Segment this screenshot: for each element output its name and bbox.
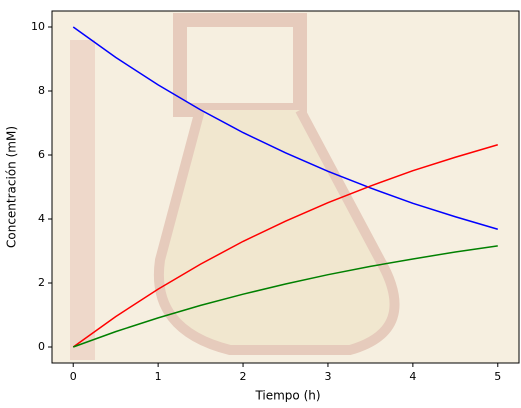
x-tick-label: 3 [324,370,331,383]
y-tick-label: 8 [38,84,45,97]
x-tick-label: 4 [409,370,416,383]
y-tick-label: 10 [31,20,45,33]
page: {"chart_data": {"type": "line", "xlabel"… [0,0,521,408]
x-axis-title: Tiempo (h) [254,389,320,403]
x-tick-label: 2 [240,370,247,383]
chart: Tiempo (h) Concentración (mM) 0 1 2 3 4 5 0 2 4 6… [0,0,521,408]
y-tick-label: 2 [38,276,45,289]
y-tick-label: 0 [38,340,45,353]
y-axis-title: Concentración (mM) [5,126,19,248]
x-tick-label: 1 [155,370,162,383]
x-tick-label: 0 [70,370,77,383]
y-tick-label: 6 [38,148,45,161]
y-tick-label: 4 [38,212,45,225]
x-tick-label: 5 [494,370,501,383]
